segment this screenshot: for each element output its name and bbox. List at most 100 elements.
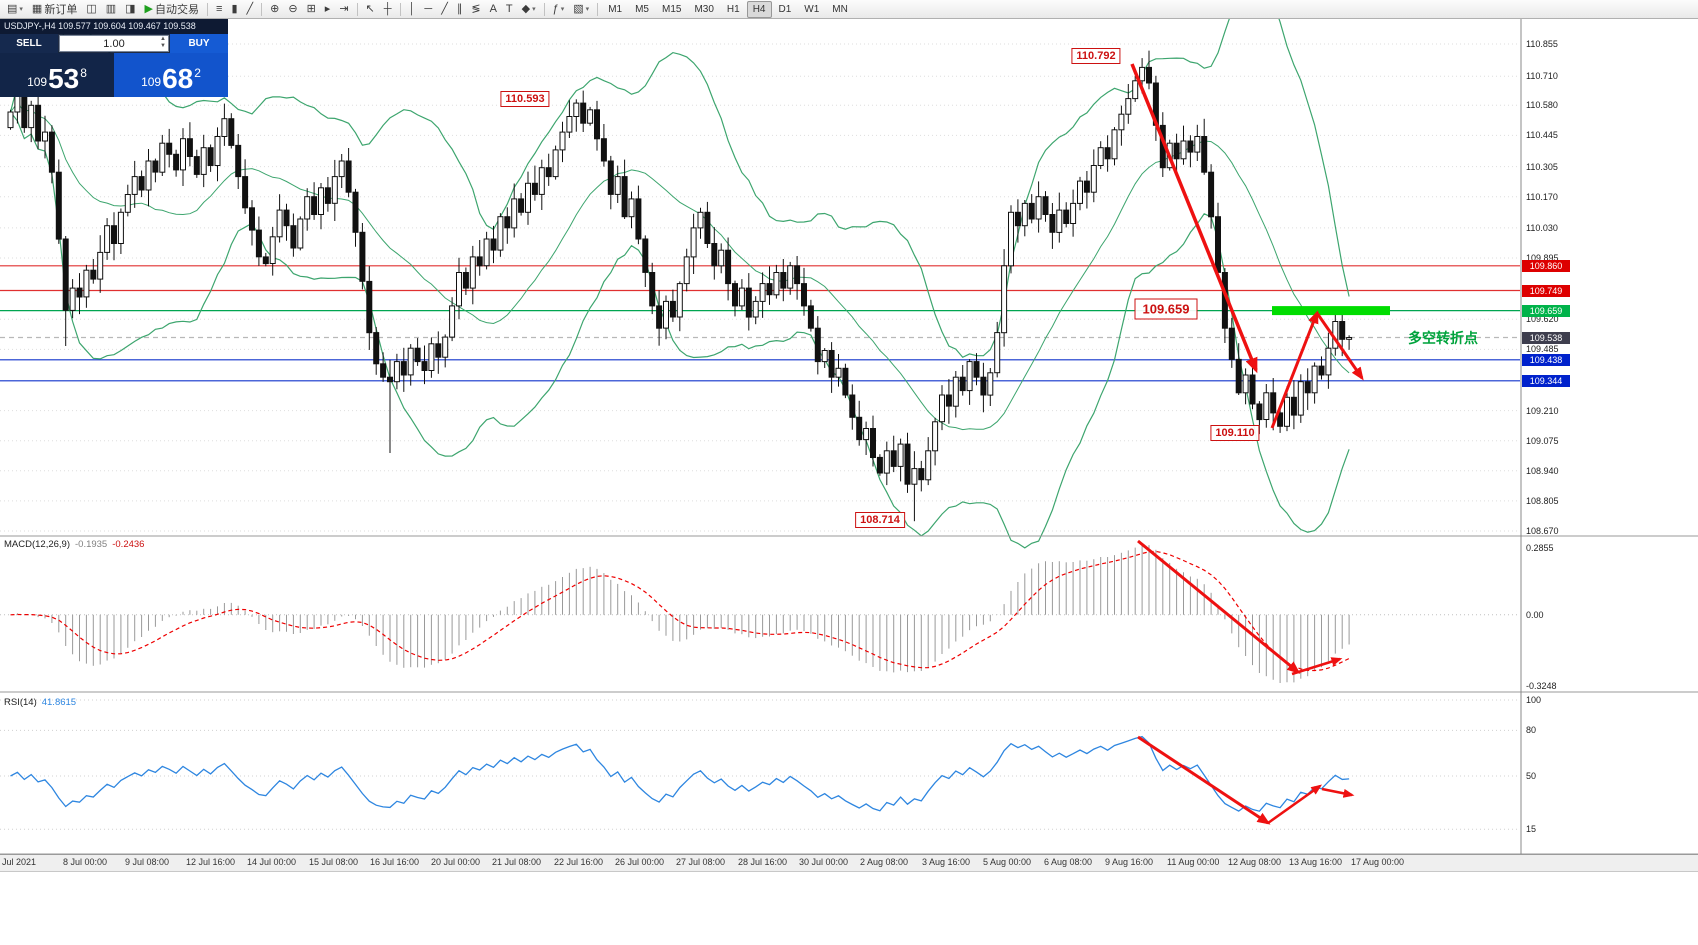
candle-body	[97, 251, 104, 280]
price-annotation[interactable]: 108.714	[855, 512, 905, 528]
timeframe-button-h4[interactable]: H4	[746, 0, 772, 18]
trendline-icon: ╱	[441, 3, 448, 15]
candle-body	[497, 216, 504, 251]
candle-body	[504, 216, 511, 229]
time-axis-label: Jul 2021	[2, 857, 37, 867]
time-axis[interactable]	[0, 854, 1698, 872]
channel-icon[interactable]: ∥	[453, 0, 467, 18]
timeframe-button-m1[interactable]: M1	[608, 3, 623, 15]
timeframe-button-d1[interactable]: D1	[778, 3, 792, 15]
hlines-layer[interactable]	[0, 265, 1520, 382]
highlight-zone[interactable]	[1272, 306, 1390, 316]
price-axis-label: 109.210	[1526, 406, 1559, 416]
candle-body	[1056, 209, 1063, 233]
indicators-icon[interactable]: ƒ ▾	[549, 0, 569, 18]
main-trend-arrow[interactable]	[1270, 310, 1319, 429]
candle-body	[117, 211, 124, 245]
spinner-up-icon[interactable]: ▲	[160, 36, 166, 42]
tile-windows-icon[interactable]: ⊞	[303, 0, 320, 18]
data-window-icon[interactable]: ◨	[121, 0, 139, 18]
candle-body	[773, 272, 780, 296]
buy-price[interactable]: 109 68 2	[114, 53, 228, 97]
sell-button[interactable]: SELL	[0, 34, 58, 53]
line-chart-icon[interactable]: ╱	[243, 0, 258, 18]
main-trend-arrow[interactable]	[1130, 63, 1258, 374]
horizontal-line-icon[interactable]: ─	[420, 0, 436, 18]
trendline-icon[interactable]: ╱	[437, 0, 452, 18]
macd-panel[interactable]	[0, 545, 1520, 683]
chart-shift-icon[interactable]: ⇥	[335, 0, 352, 18]
candle-body	[76, 287, 83, 298]
price-annotation[interactable]: 110.593	[500, 91, 550, 107]
auto-scroll-icon[interactable]: ▸	[321, 0, 335, 18]
buy-button[interactable]: BUY	[170, 34, 228, 53]
new-chart-icon[interactable]: ▤ ▾	[3, 0, 27, 18]
macd-trend-arrow[interactable]	[1137, 539, 1301, 674]
templates-icon[interactable]: ▧ ▾	[569, 0, 593, 18]
candle-body	[904, 443, 911, 485]
rsi-trend-arrow[interactable]	[1267, 784, 1323, 825]
timeframe-button-h1[interactable]: H1	[726, 3, 740, 15]
chevron-down-icon: ▾	[532, 6, 536, 13]
vertical-line-icon[interactable]: │	[405, 0, 420, 18]
candle-body	[449, 305, 456, 338]
chart-title-ohlc: USDJPY-,H4 109.577 109.604 109.467 109.5…	[0, 19, 228, 34]
candle-body	[242, 176, 249, 209]
price-annotation[interactable]: 109.659	[1134, 298, 1198, 320]
zoom-in-icon[interactable]: ⊕	[266, 0, 283, 18]
timeframe-button-mn[interactable]: MN	[832, 3, 848, 15]
crosshair-icon[interactable]: ┼	[380, 0, 396, 18]
new-order-button[interactable]: ▦ 新订单	[28, 0, 81, 18]
main-trend-arrow[interactable]	[1315, 312, 1364, 381]
volume-input[interactable]: 1.00 ▲ ▼	[59, 35, 169, 52]
cursor-icon[interactable]: ↖	[362, 0, 379, 18]
arrows-tool-icon[interactable]: ◆ ▾	[518, 0, 540, 18]
sell-price[interactable]: 109 53 8	[0, 53, 114, 97]
candle-body	[656, 305, 663, 329]
time-axis-label: 26 Jul 00:00	[615, 857, 665, 867]
timeframe-button-w1[interactable]: W1	[804, 3, 820, 15]
price-annotation[interactable]: 110.792	[1071, 48, 1121, 64]
fibonacci-icon[interactable]: ≶	[467, 0, 484, 18]
candle-body	[559, 131, 566, 151]
candle-body	[752, 300, 759, 318]
market-watch-icon[interactable]: ▥	[102, 0, 120, 18]
candle-body	[607, 160, 614, 195]
chart-windows-icon[interactable]: ◫	[82, 0, 100, 18]
candlestick-chart-icon[interactable]: ▮	[227, 0, 241, 18]
spinner-down-icon[interactable]: ▼	[160, 43, 166, 49]
timeframe-button-m15[interactable]: M15	[662, 3, 682, 15]
rsi-trend-arrow[interactable]	[1321, 787, 1355, 798]
candle-body	[1304, 381, 1311, 394]
text-label-icon[interactable]: T	[502, 0, 517, 18]
text-icon[interactable]: A	[486, 0, 501, 18]
rsi-trend-arrow[interactable]	[1137, 735, 1271, 825]
candle-body	[21, 93, 28, 129]
candle-body	[138, 176, 145, 191]
bars-chart-icon[interactable]: ≡	[212, 0, 226, 18]
timeframe-button-m30[interactable]: M30	[694, 3, 714, 15]
tile-windows-icon: ⊞	[306, 3, 316, 15]
auto-trading-button[interactable]: ▶ 自动交易	[141, 0, 203, 18]
bollinger-lower	[10, 111, 1350, 549]
candle-body	[745, 287, 752, 318]
rsi-panel[interactable]	[0, 699, 1520, 830]
candle-body	[1256, 403, 1263, 421]
horizontal-line-icon: ─	[424, 3, 433, 15]
timeframe-button-m5[interactable]: M5	[635, 3, 649, 15]
volume-spinner[interactable]: ▲ ▼	[160, 36, 166, 50]
trend-arrows[interactable]	[1130, 63, 1364, 825]
price-axis-label: 110.170	[1526, 192, 1558, 202]
candle-body	[738, 287, 745, 307]
zoom-out-icon[interactable]: ⊖	[284, 0, 301, 18]
turning-point-annotation[interactable]: 多空转折点	[1408, 330, 1478, 346]
bollinger-upper	[9, 0, 1350, 359]
candle-body	[1194, 136, 1201, 153]
candle-body	[35, 104, 42, 142]
candle-body	[1063, 209, 1070, 225]
candle-body	[835, 367, 842, 378]
macd-trend-arrow[interactable]	[1291, 657, 1343, 676]
auto-scroll-icon: ▸	[324, 3, 331, 15]
price-annotation[interactable]: 109.110	[1210, 425, 1260, 441]
